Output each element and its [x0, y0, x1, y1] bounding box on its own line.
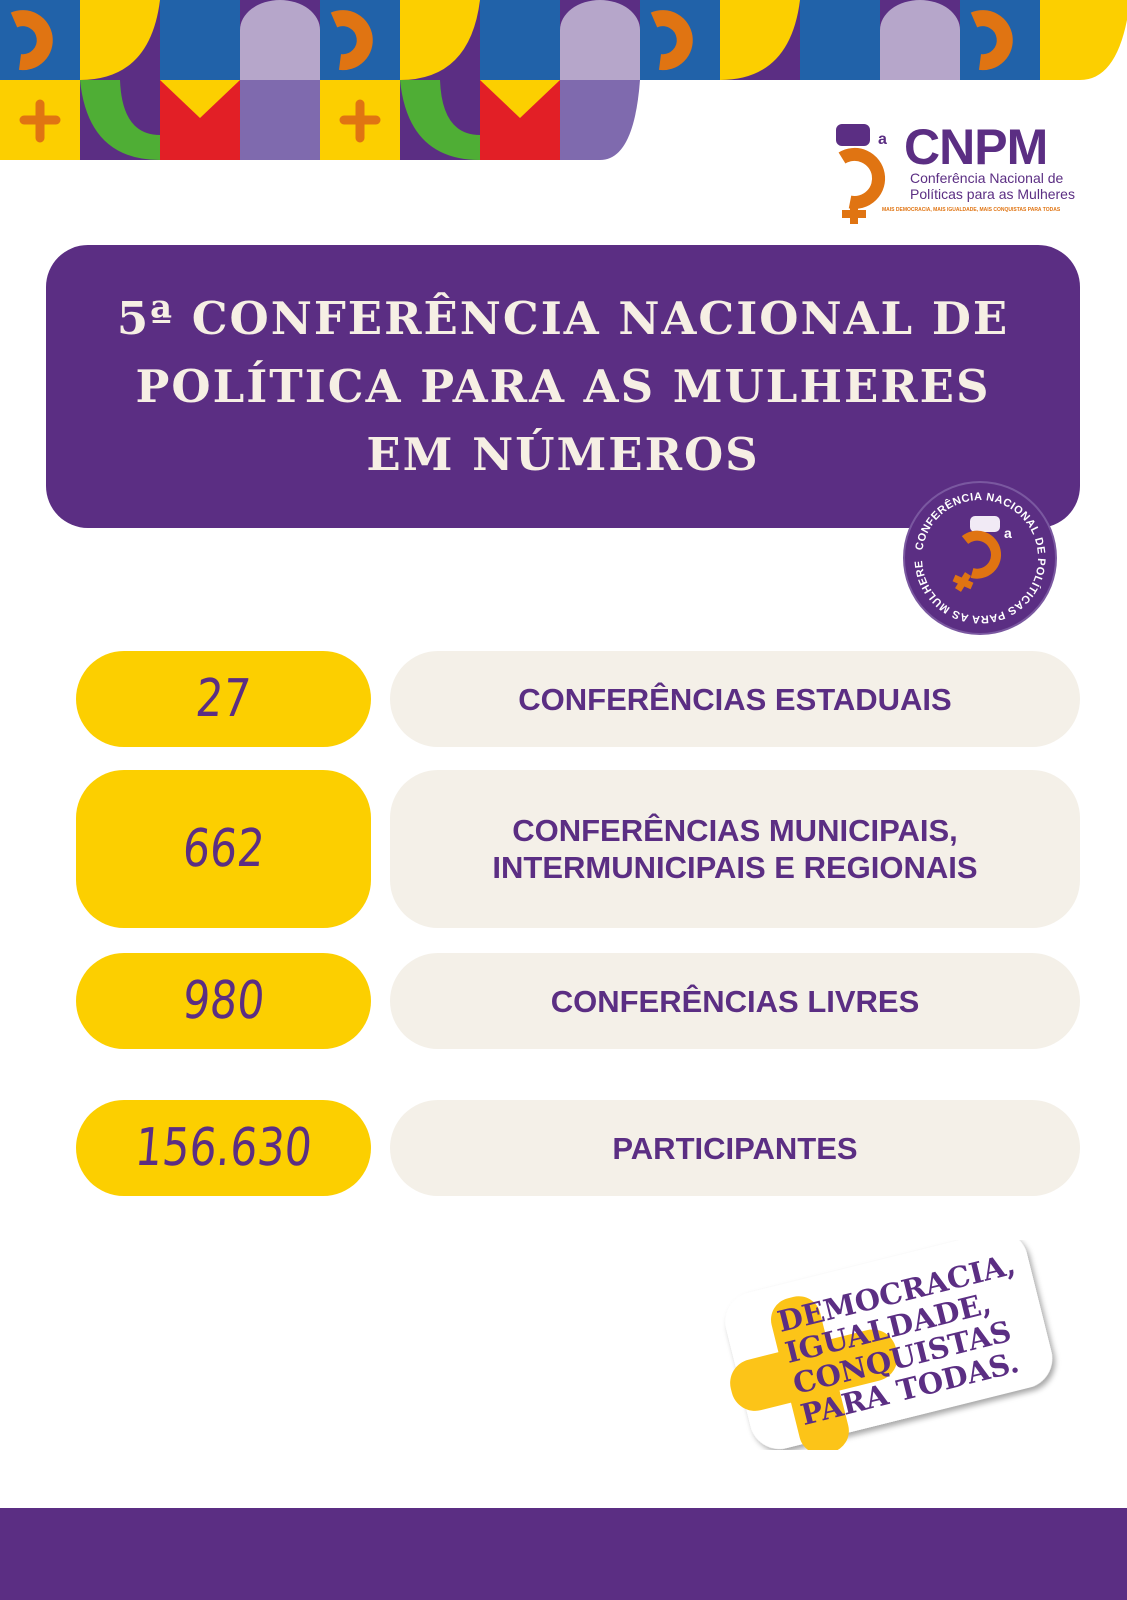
banner-tile	[560, 0, 640, 80]
stat-value: 156.630	[76, 1100, 371, 1196]
logo-tagline: MAIS DEMOCRACIA, MAIS IGUALDADE, MAIS CO…	[882, 207, 1061, 213]
stat-row: 980 CONFERÊNCIAS LIVRES	[76, 953, 1080, 1049]
footer-bar	[0, 1508, 1127, 1600]
cnpm-logo: a CNPM Conferência Nacional de Políticas…	[836, 118, 1088, 228]
banner-tile	[240, 80, 320, 160]
stat-value: 27	[76, 651, 371, 747]
banner-tile	[160, 0, 240, 80]
logo-line1: Conferência Nacional de	[910, 170, 1064, 186]
decorative-banner	[0, 0, 1127, 160]
stat-label: CONFERÊNCIAS ESTADUAIS	[390, 651, 1080, 747]
slogan-sticker: DEMOCRACIA, IGUALDADE, CONQUISTAS PARA T…	[725, 1240, 1053, 1450]
stat-value: 980	[76, 953, 371, 1049]
banner-tile	[160, 80, 240, 118]
banner-tile	[800, 0, 880, 80]
banner-tile	[480, 0, 560, 80]
stat-row: 156.630 PARTICIPANTES	[76, 1100, 1080, 1196]
banner-tile	[240, 0, 320, 80]
banner-tile	[1040, 0, 1127, 80]
banner-tile	[880, 0, 960, 80]
banner-tile	[970, 10, 1013, 71]
banner-tile	[720, 0, 800, 80]
plus-icon	[730, 1296, 898, 1450]
logo-line2: Políticas para as Mulheres	[910, 186, 1075, 202]
banner-tile	[10, 10, 53, 71]
stat-label: PARTICIPANTES	[390, 1100, 1080, 1196]
banner-tile	[560, 80, 640, 160]
title-box: 5ª CONFERÊNCIA NACIONAL DE POLÍTICA PARA…	[46, 245, 1080, 528]
banner-tile	[80, 80, 160, 160]
banner-tile	[80, 0, 160, 80]
conference-seal: CONFERÊNCIA NACIONAL DE POLÍTICAS PARA A…	[900, 478, 1057, 635]
five-venus-icon: a	[836, 124, 887, 224]
stat-label: CONFERÊNCIAS LIVRES	[390, 953, 1080, 1049]
stat-row: 662 CONFERÊNCIAS MUNICIPAIS, INTERMUNICI…	[76, 770, 1080, 928]
svg-text:a: a	[1004, 525, 1012, 541]
logo-acronym: CNPM	[904, 119, 1048, 175]
banner-tile	[339, 99, 381, 143]
banner-tile	[650, 10, 693, 71]
banner-tile	[19, 99, 61, 143]
banner-tile	[480, 80, 560, 118]
stat-row: 27 CONFERÊNCIAS ESTADUAIS	[76, 651, 1080, 747]
svg-text:a: a	[878, 131, 887, 148]
banner-tile	[400, 80, 480, 160]
stat-label: CONFERÊNCIAS MUNICIPAIS, INTERMUNICIPAIS…	[390, 770, 1080, 928]
page-title: 5ª CONFERÊNCIA NACIONAL DE POLÍTICA PARA…	[116, 291, 1010, 481]
banner-tile	[330, 10, 373, 71]
stat-value: 662	[76, 770, 371, 928]
seal-logo-icon	[970, 516, 1000, 532]
banner-tile	[400, 0, 480, 80]
